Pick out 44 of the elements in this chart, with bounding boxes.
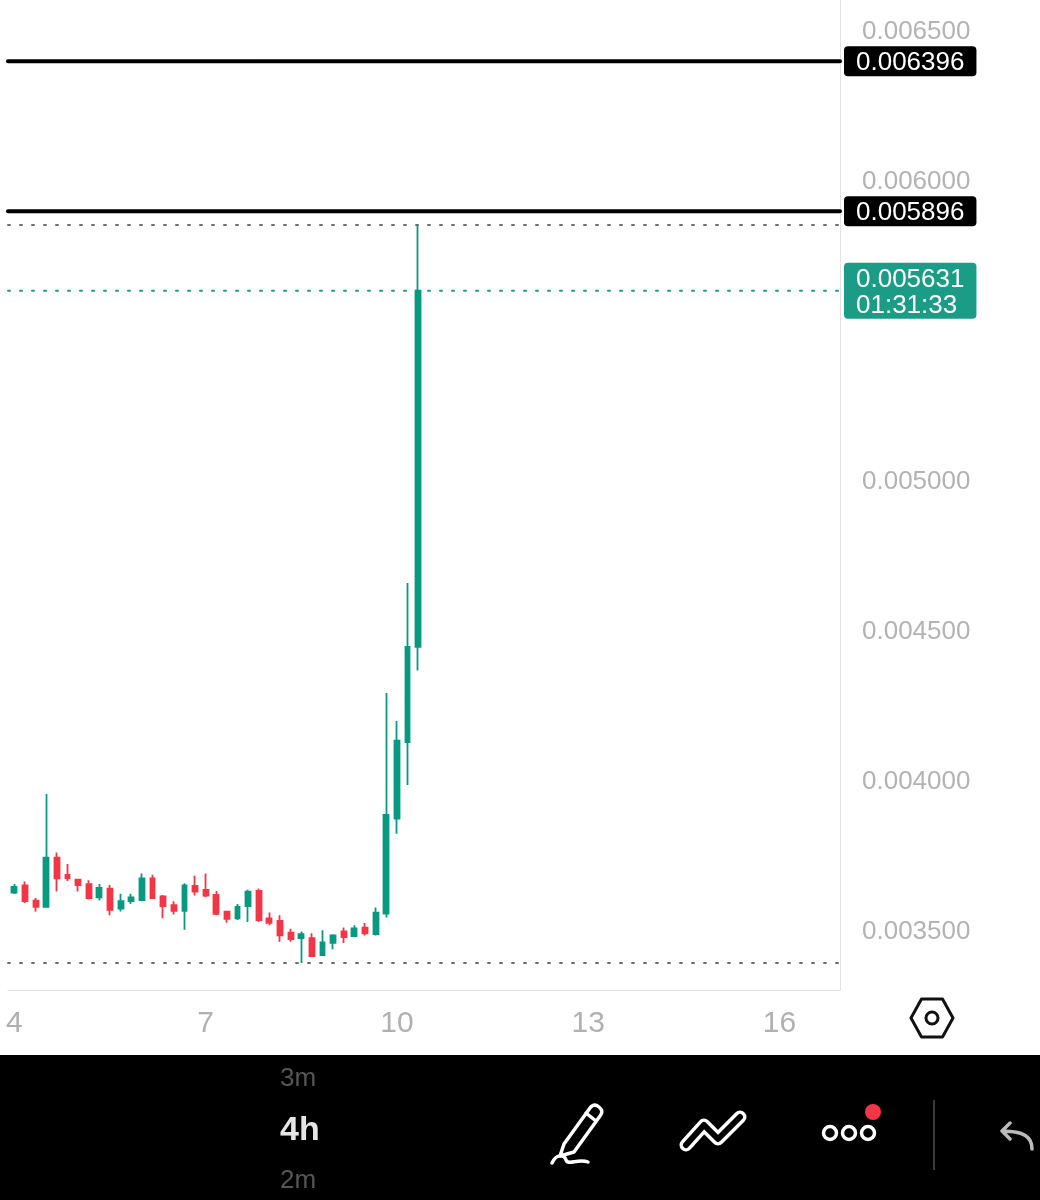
- candlestick: [53, 851, 61, 893]
- candlestick: [244, 888, 252, 923]
- candlestick: [95, 883, 103, 902]
- x-tick-label: 7: [197, 1004, 214, 1038]
- candlestick: [42, 793, 50, 909]
- candlestick: [74, 878, 82, 893]
- y-tick-label: 0.005000: [862, 465, 971, 495]
- candlestick: [287, 927, 295, 943]
- x-tick-label: 4: [6, 1004, 23, 1038]
- candlestick: [127, 892, 135, 905]
- candlestick: [276, 914, 284, 943]
- candlestick: [159, 894, 167, 920]
- candlestick: [212, 890, 220, 917]
- candlestick: [308, 932, 316, 958]
- candlestick: [64, 863, 71, 882]
- ref-line-label: 0.006396: [856, 46, 965, 77]
- candlestick: [32, 897, 40, 913]
- candlestick: [181, 882, 188, 931]
- candlestick: [21, 880, 29, 904]
- y-tick-label: 0.003500: [862, 915, 971, 945]
- x-tick-label: 13: [571, 1004, 605, 1038]
- ref-line-label: 0.005631 01:31:33: [856, 262, 965, 319]
- candlestick: [106, 884, 114, 917]
- candlestick: [393, 720, 401, 835]
- y-tick-label: 0.004000: [862, 765, 971, 795]
- candlestick: [297, 930, 305, 964]
- candlestick: [265, 911, 273, 927]
- candlestick: [319, 929, 326, 957]
- y-tick-label: 0.004500: [862, 615, 971, 645]
- x-tick-label: 16: [762, 1004, 797, 1038]
- candlestick: [191, 874, 199, 897]
- y-tick-label: 0.006000: [862, 165, 971, 195]
- candlestick: [223, 909, 231, 924]
- candlestick: [404, 582, 411, 786]
- toolbar: 3m 4h 2m: [0, 1055, 1040, 1200]
- candlestick: [117, 892, 125, 913]
- candlestick: [382, 692, 390, 919]
- ref-line-label: 0.005896: [856, 196, 965, 227]
- candlestick: [170, 900, 178, 916]
- y-tick-label: 0.006500: [862, 15, 971, 45]
- candlestick: [85, 879, 93, 901]
- x-tick-label: 10: [380, 1004, 414, 1038]
- candlestick: [202, 872, 210, 899]
- candlestick: [329, 933, 337, 951]
